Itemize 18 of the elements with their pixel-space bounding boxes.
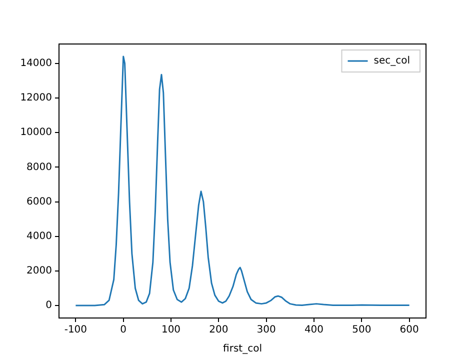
legend-label: sec_col [374, 56, 410, 67]
x-tick-label: 100 [161, 324, 181, 336]
y-tick-label: 8000 [26, 162, 52, 173]
x-tick-label: 200 [209, 324, 228, 336]
x-tick-label: 500 [352, 324, 372, 336]
x-tick-label: 300 [256, 324, 276, 336]
y-tick-label: 14000 [20, 58, 52, 69]
x-tick-label: 0 [120, 324, 127, 336]
y-tick-label: 4000 [26, 230, 52, 242]
x-tick-label: -100 [64, 324, 88, 336]
x-tick-label: 400 [304, 324, 324, 336]
x-axis-title: first_col [223, 344, 262, 355]
x-tick-label: 600 [400, 324, 419, 336]
y-tick-label: 2000 [26, 266, 52, 277]
y-tick-label: 12000 [20, 92, 52, 104]
y-tick-label: 0 [46, 300, 52, 312]
y-tick-label: 10000 [20, 127, 52, 138]
y-tick-label: 6000 [26, 196, 52, 208]
